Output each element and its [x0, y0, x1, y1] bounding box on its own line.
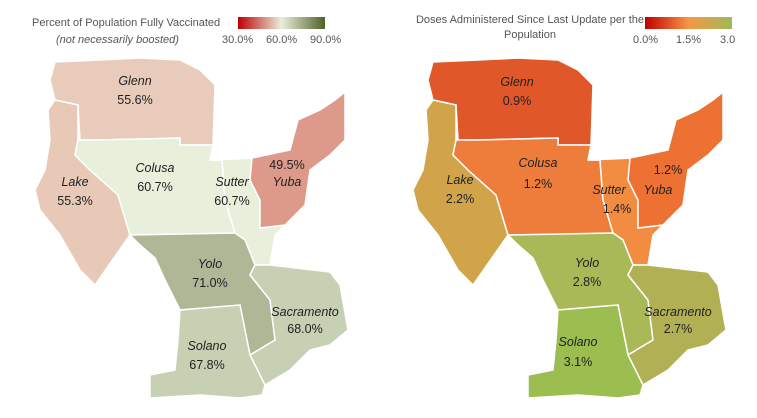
- left-county-name: Sacramento: [271, 305, 338, 319]
- left-county-value: 68.0%: [287, 322, 322, 336]
- right-county-name: Yolo: [575, 256, 599, 270]
- left-county-name: Sutter: [215, 175, 249, 189]
- right-map: [412, 57, 727, 399]
- left-county-name: Lake: [61, 175, 88, 189]
- right-county-name: Lake: [446, 173, 473, 187]
- left-county-yuba[interactable]: [249, 90, 346, 229]
- right-county-solano[interactable]: [527, 304, 644, 399]
- right-county-value: 1.2%: [524, 177, 553, 191]
- left-county-name: Solano: [188, 339, 227, 353]
- left-county-name: Yuba: [273, 175, 302, 189]
- left-legend-max: 90.0%: [310, 34, 342, 46]
- right-county-name: Colusa: [519, 156, 558, 170]
- left-county-value: 55.6%: [117, 93, 152, 107]
- right-county-name: Sacramento: [644, 305, 711, 319]
- left-county-sacramento[interactable]: [249, 264, 349, 387]
- right-county-value: 0.9%: [503, 94, 532, 108]
- left-legend-min: 30.0%: [222, 34, 254, 46]
- left-county-value: 49.5%: [269, 158, 304, 172]
- left-county-name: Yolo: [198, 257, 222, 271]
- left-county-solano[interactable]: [149, 304, 266, 399]
- left-county-value: 55.3%: [57, 194, 92, 208]
- left-county-value: 60.7%: [214, 194, 249, 208]
- right-county-value: 1.4%: [603, 202, 632, 216]
- right-legend-mid: 1.5%: [676, 34, 702, 46]
- right-legend-gradient: [645, 17, 732, 29]
- right-county-value: 2.7%: [664, 322, 693, 336]
- right-county-name: Yuba: [644, 183, 673, 197]
- right-map-title: Doses Administered Since Last Update per…: [415, 14, 645, 41]
- right-county-value: 2.2%: [446, 192, 475, 206]
- right-county-sacramento[interactable]: [627, 264, 727, 387]
- left-legend-mid: 60.0%: [266, 34, 298, 46]
- left-county-value: 60.7%: [137, 180, 172, 194]
- left-county-value: 71.0%: [192, 276, 227, 290]
- left-map-title: Percent of Population Fully Vaccinated: [32, 17, 221, 29]
- right-county-value: 1.2%: [654, 163, 683, 177]
- left-county-value: 67.8%: [189, 358, 224, 372]
- left-map: [34, 57, 349, 399]
- left-legend-gradient: [238, 17, 325, 29]
- right-county-value: 3.1%: [564, 355, 593, 369]
- right-legend-min: 0.0%: [633, 34, 659, 46]
- right-county-yuba[interactable]: [627, 90, 724, 229]
- right-legend-max: 3.0: [720, 34, 736, 46]
- right-county-name: Sutter: [592, 183, 626, 197]
- right-county-value: 2.8%: [573, 275, 602, 289]
- right-county-name: Glenn: [500, 75, 533, 89]
- left-map-subtitle: (not necessarily boosted): [56, 34, 179, 46]
- left-county-name: Glenn: [118, 74, 151, 88]
- right-county-name: Solano: [559, 335, 598, 349]
- left-county-name: Colusa: [136, 161, 175, 175]
